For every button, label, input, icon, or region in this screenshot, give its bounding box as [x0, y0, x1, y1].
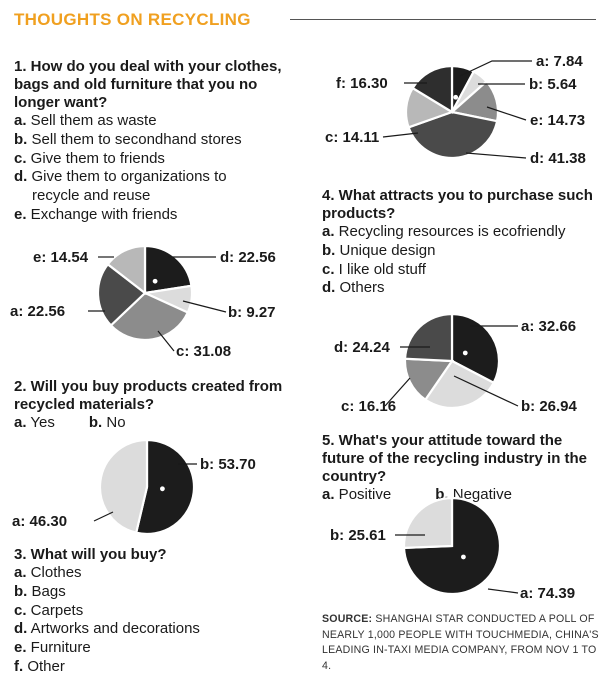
question-2: 2. Will you buy products created from re… — [14, 378, 299, 433]
pie-q4-center-dot — [462, 350, 468, 356]
pie-q4-leader-c — [384, 377, 411, 407]
question-4-option-c: c. I like old stuff — [322, 260, 426, 278]
pie-q5-slice-b — [402, 496, 454, 549]
pie-q3-leader-c — [382, 132, 419, 138]
pie-q1-leader-c — [157, 330, 175, 352]
pie-q4-leader-b — [453, 375, 519, 407]
pie-q3-label-b: b: 5.64 — [529, 76, 577, 93]
question-3-option-d: d. Artworks and decorations — [14, 620, 200, 638]
pie-q4-slice-b — [423, 359, 496, 410]
question-2-title: 2. Will you buy products created from re… — [14, 378, 283, 413]
pie-q3-leader-d — [465, 152, 527, 159]
pie-q5-leader-a — [487, 588, 519, 594]
pie-q3-leader-e — [486, 106, 527, 121]
question-1: 1. How do you deal with your clothes, ba… — [14, 58, 299, 225]
pie-q3-slice-f — [411, 64, 454, 114]
question-1-option-e: e. Exchange with friends — [14, 205, 178, 223]
pie-q1-leader-b — [182, 300, 227, 313]
pie-q1-label-a: a: 22.56 — [10, 303, 65, 320]
question-4-option-d: d. Others — [322, 279, 385, 297]
pie-q2-leader-a — [93, 511, 114, 522]
pie-q5-label-b: b: 25.61 — [330, 527, 386, 544]
question-5-options: a. Positive b. Negative — [322, 486, 512, 503]
question-5-title: 5. What's your attitude toward the futur… — [322, 432, 588, 485]
question-1-option-b: b. Sell them to secondhand stores — [14, 130, 242, 148]
question-1-option-d: d. Give them to organizations to — [14, 168, 227, 186]
question-3-option-b: b. Bags — [14, 582, 66, 600]
pie-q1-slice-a — [96, 262, 147, 327]
question-1-option-c: c. Give them to friends — [14, 149, 165, 167]
question-3: 3. What will you buy? a. Clothes b. Bags… — [14, 546, 299, 677]
pie-q4-slice-d — [403, 312, 454, 363]
pie-q1-label-e: e: 14.54 — [33, 249, 89, 266]
question-1-option-d-cont: recycle and reuse — [32, 187, 151, 205]
pie-q3-label-a: a: 7.84 — [536, 53, 583, 70]
pie-q2-label-a: a: 46.30 — [12, 513, 67, 530]
pie-q3-center-dot — [453, 94, 459, 100]
pie-q1-slice-c — [109, 291, 190, 342]
pie-q4: a: 32.66 b: 26.94 c: 16.16 d: 24.24 — [334, 312, 578, 415]
question-3-option-a: a. Clothes — [14, 564, 82, 581]
pie-q2-slice-a — [98, 438, 149, 535]
pie-q1-label-c: c: 31.08 — [176, 343, 231, 360]
question-3-title: 3. What will you buy? — [14, 546, 167, 563]
pie-q3-label-d: d: 41.38 — [530, 150, 586, 167]
question-3-option-c: c. Carpets — [14, 601, 84, 619]
question-4-title: 4. What attracts you to purchase such pr… — [322, 187, 593, 222]
pie-q3-label-c: c: 14.11 — [325, 129, 379, 146]
pie-q2-center-dot — [160, 486, 165, 492]
pie-q3-slice-d — [407, 110, 499, 160]
pie-q4-label-c: c: 16.16 — [341, 398, 396, 415]
question-4-option-a: a. Recycling resources is ecofriendly — [322, 223, 566, 240]
pie-q3: a: 7.84 b: 5.64 e: 14.73 d: 41.38 c: 14.11 f:… — [325, 53, 586, 167]
pie-q4-label-d: d: 24.24 — [334, 339, 391, 356]
pie-q1-slice-e — [106, 244, 147, 296]
pie-q5-label-a: a: 74.39 — [520, 585, 575, 602]
pie-q1-center-dot — [152, 278, 158, 284]
pie-q3-label-f: f: 16.30 — [336, 75, 388, 92]
question-4: 4. What attracts you to purchase such pr… — [322, 187, 602, 298]
pie-q2: b: 53.70 a: 46.30 — [12, 438, 256, 536]
question-1-title: 1. How do you deal with your clothes, ba… — [14, 58, 282, 111]
question-5: 5. What's your attitude toward the futur… — [322, 432, 602, 505]
pie-q2-label-b: b: 53.70 — [200, 456, 256, 473]
pie-q1-label-d: d: 22.56 — [220, 249, 276, 266]
pie-q5-center-dot — [461, 554, 466, 560]
source-note: SOURCE: SHANGHAI STAR CONDUCTED A POLL O… — [322, 613, 599, 672]
pie-q1: d: 22.56 b: 9.27 c: 31.08 a: 22.56 e: 14.54 — [10, 244, 276, 360]
pie-q4-label-b: b: 26.94 — [521, 398, 578, 415]
question-3-option-e: e. Furniture — [14, 639, 91, 657]
pie-q3-leader-a — [459, 60, 532, 77]
question-4-option-b: b. Unique design — [322, 241, 436, 259]
pie-q1-label-b: b: 9.27 — [228, 304, 276, 321]
question-3-option-f: f. Other — [14, 657, 65, 675]
page-title: THOUGHTS ON RECYCLING — [14, 10, 251, 29]
pie-q3-label-e: e: 14.73 — [530, 112, 585, 129]
header-rule — [290, 19, 596, 20]
pie-q4-slice-a — [450, 312, 501, 385]
question-1-option-a: a. Sell them as waste — [14, 112, 157, 129]
pie-q4-label-a: a: 32.66 — [521, 318, 576, 335]
pie-q5: a: 74.39 b: 25.61 — [330, 496, 575, 602]
question-2-options: a. Yes b. No — [14, 414, 126, 431]
